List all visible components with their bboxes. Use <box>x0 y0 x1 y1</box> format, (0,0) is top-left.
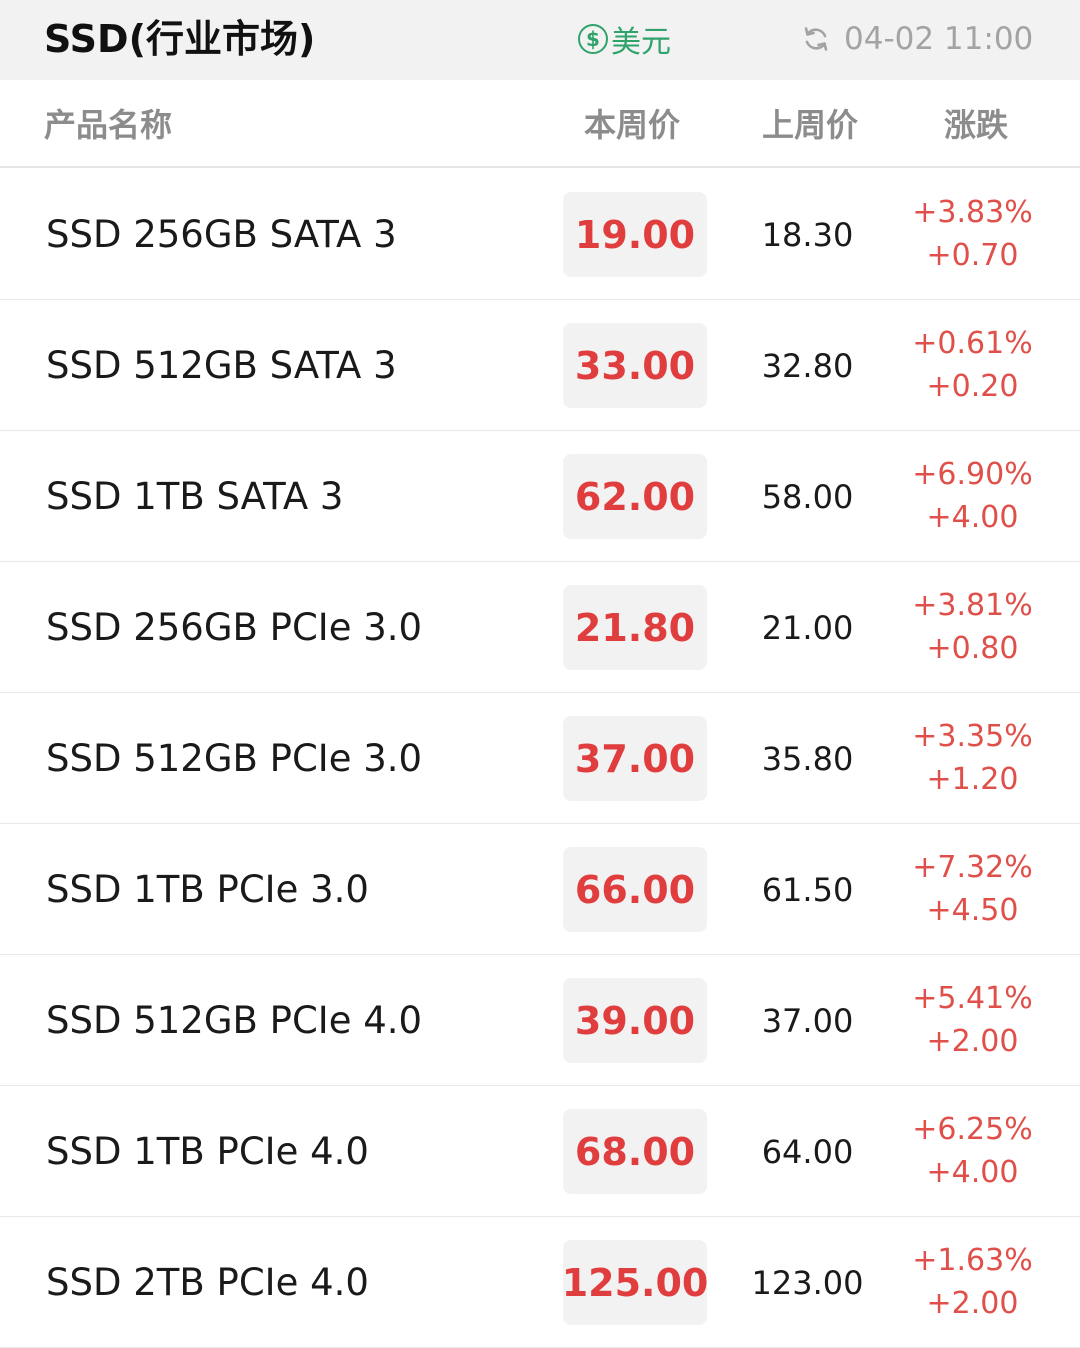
change-amount: +0.80 <box>926 631 1019 666</box>
last-week-price: 58.00 <box>761 477 854 516</box>
refresh-icon[interactable] <box>802 25 830 53</box>
this-week-price: 66.00 <box>563 847 707 932</box>
product-name: SSD 1TB PCIe 4.0 <box>46 1130 369 1173</box>
top-bar: SSD(行业市场) $ 美元 04-02 11:00 <box>0 0 1080 80</box>
table-header: 产品名称 本周价 上周价 涨跌 <box>0 80 1080 168</box>
price-change: +0.61% +0.20 <box>900 322 1045 408</box>
table-row[interactable]: SSD 256GB PCIe 3.0 21.80 21.00 +3.81% +0.80 <box>0 562 1080 693</box>
this-week-price: 39.00 <box>563 978 707 1063</box>
table-row[interactable]: SSD 1TB PCIe 3.0 66.00 61.50 +7.32% +4.50 <box>0 824 1080 955</box>
price-change: +5.41% +2.00 <box>900 977 1045 1063</box>
header-product-name[interactable]: 产品名称 <box>44 106 173 144</box>
header-this-week-price[interactable]: 本周价 <box>584 106 681 144</box>
change-amount: +0.70 <box>926 238 1019 273</box>
header-change[interactable]: 涨跌 <box>944 106 1009 144</box>
currency-toggle[interactable]: $ 美元 <box>578 20 671 60</box>
change-percent: +1.63% <box>912 1243 1033 1278</box>
page-title: SSD(行业市场) <box>44 17 316 61</box>
this-week-price: 19.00 <box>563 192 707 277</box>
change-percent: +7.32% <box>912 850 1033 885</box>
this-week-price: 68.00 <box>563 1109 707 1194</box>
last-week-price: 37.00 <box>761 1001 854 1040</box>
change-amount: +4.50 <box>926 893 1019 928</box>
dollar-icon: $ <box>578 24 608 54</box>
change-percent: +3.81% <box>912 588 1033 623</box>
this-week-price: 62.00 <box>563 454 707 539</box>
table-row[interactable]: SSD 512GB PCIe 3.0 37.00 35.80 +3.35% +1.20 <box>0 693 1080 824</box>
this-week-price: 37.00 <box>563 716 707 801</box>
last-week-price: 18.30 <box>761 215 854 254</box>
table-row[interactable]: SSD 2TB PCIe 4.0 125.00 123.00 +1.63% +2.00 <box>0 1217 1080 1348</box>
product-name: SSD 512GB PCIe 3.0 <box>46 737 423 780</box>
product-name: SSD 2TB PCIe 4.0 <box>46 1261 369 1304</box>
product-name: SSD 256GB PCIe 3.0 <box>46 606 423 649</box>
last-week-price: 21.00 <box>761 608 854 647</box>
change-amount: +2.00 <box>926 1024 1019 1059</box>
timestamp-text: 04-02 11:00 <box>844 21 1034 57</box>
price-change: +3.35% +1.20 <box>900 715 1045 801</box>
change-percent: +3.35% <box>912 719 1033 754</box>
last-week-price: 35.80 <box>761 739 854 778</box>
product-name: SSD 512GB SATA 3 <box>46 344 397 387</box>
product-name: SSD 1TB PCIe 3.0 <box>46 868 369 911</box>
product-name: SSD 256GB SATA 3 <box>46 213 397 256</box>
change-percent: +5.41% <box>912 981 1033 1016</box>
price-change: +1.63% +2.00 <box>900 1239 1045 1325</box>
price-list: SSD 256GB SATA 3 19.00 18.30 +3.83% +0.70 SSD… <box>0 169 1080 1348</box>
price-change: +3.83% +0.70 <box>900 191 1045 277</box>
change-amount: +4.00 <box>926 500 1019 535</box>
change-percent: +3.83% <box>912 195 1033 230</box>
change-percent: +6.25% <box>912 1112 1033 1147</box>
table-row[interactable]: SSD 256GB SATA 3 19.00 18.30 +3.83% +0.70 <box>0 169 1080 300</box>
last-week-price: 61.50 <box>761 870 854 909</box>
refresh-timestamp[interactable]: 04-02 11:00 <box>802 20 1033 58</box>
last-week-price: 32.80 <box>761 346 854 385</box>
change-amount: +4.00 <box>926 1155 1019 1190</box>
this-week-price: 21.80 <box>563 585 707 670</box>
price-change: +6.90% +4.00 <box>900 453 1045 539</box>
change-amount: +0.20 <box>926 369 1019 404</box>
price-change: +3.81% +0.80 <box>900 584 1045 670</box>
change-percent: +0.61% <box>912 326 1033 361</box>
price-change: +6.25% +4.00 <box>900 1108 1045 1194</box>
currency-label: 美元 <box>611 25 671 60</box>
table-row[interactable]: SSD 1TB PCIe 4.0 68.00 64.00 +6.25% +4.00 <box>0 1086 1080 1217</box>
this-week-price: 33.00 <box>563 323 707 408</box>
table-row[interactable]: SSD 512GB PCIe 4.0 39.00 37.00 +5.41% +2.00 <box>0 955 1080 1086</box>
change-amount: +1.20 <box>926 762 1019 797</box>
this-week-price: 125.00 <box>562 1240 708 1325</box>
product-name: SSD 1TB SATA 3 <box>46 475 344 518</box>
last-week-price: 123.00 <box>751 1263 864 1302</box>
change-percent: +6.90% <box>912 457 1033 492</box>
product-name: SSD 512GB PCIe 4.0 <box>46 999 423 1042</box>
price-change: +7.32% +4.50 <box>900 846 1045 932</box>
table-row[interactable]: SSD 1TB SATA 3 62.00 58.00 +6.90% +4.00 <box>0 431 1080 562</box>
table-row[interactable]: SSD 512GB SATA 3 33.00 32.80 +0.61% +0.20 <box>0 300 1080 431</box>
change-amount: +2.00 <box>926 1286 1019 1321</box>
last-week-price: 64.00 <box>761 1132 854 1171</box>
header-last-week-price[interactable]: 上周价 <box>762 106 859 144</box>
